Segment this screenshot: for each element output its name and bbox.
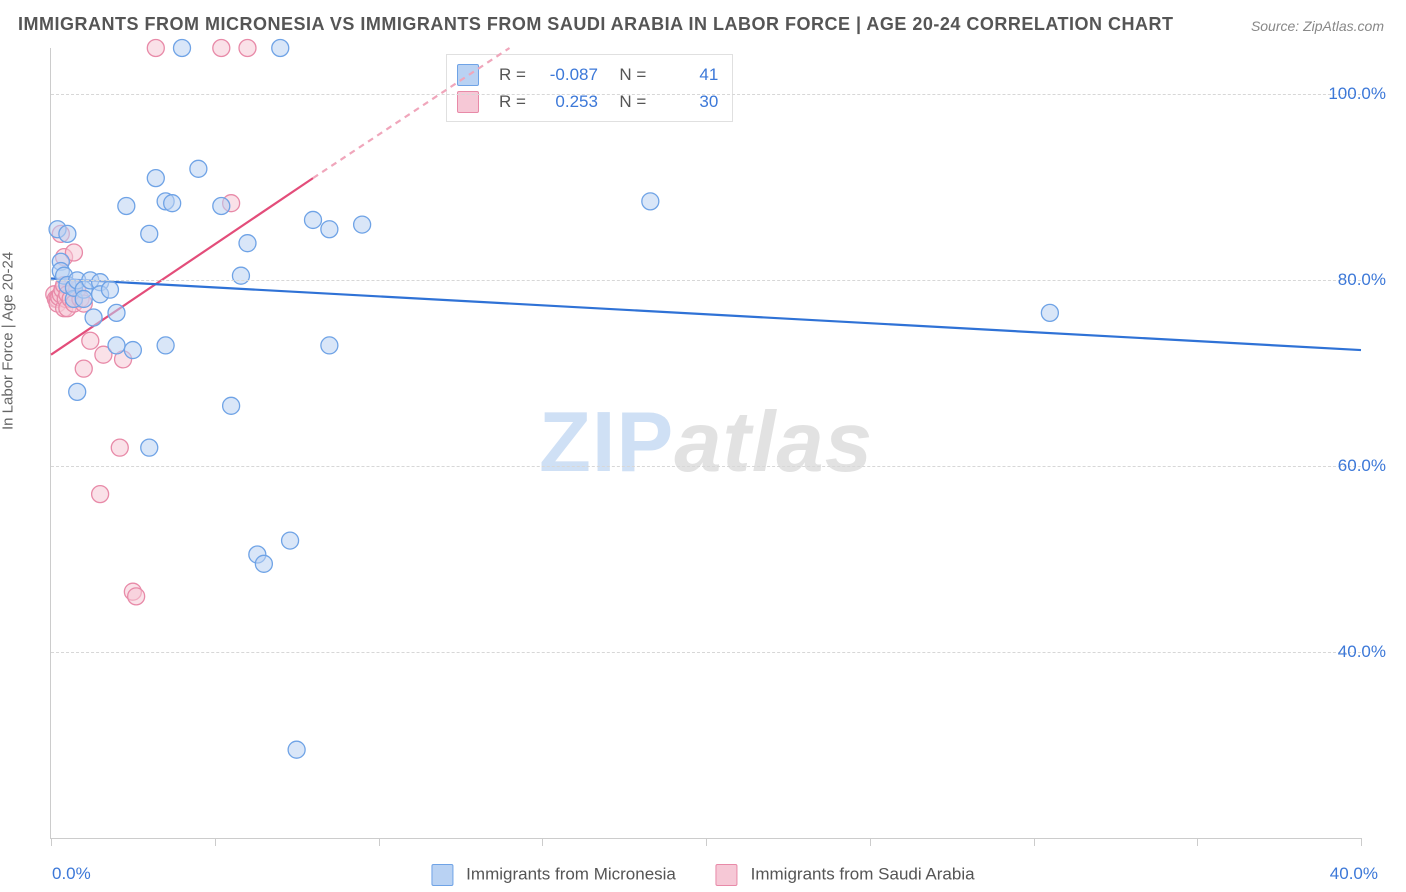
x-tick [1034, 838, 1035, 846]
x-tick [706, 838, 707, 846]
legend-swatch-2 [716, 864, 738, 886]
x-tick [1197, 838, 1198, 846]
plot-area: ZIPatlas R =-0.087 N =41 R =0.253 N =30 [50, 48, 1361, 839]
legend-label-2: Immigrants from Saudi Arabia [751, 864, 975, 883]
y-tick-label: 100.0% [1328, 84, 1386, 104]
y-tick-label: 60.0% [1338, 456, 1386, 476]
chart-svg [51, 48, 1361, 838]
x-tick [1361, 838, 1362, 846]
legend-item-2: Immigrants from Saudi Arabia [716, 864, 975, 886]
legend-bottom: Immigrants from Micronesia Immigrants fr… [431, 864, 974, 886]
legend-label-1: Immigrants from Micronesia [466, 864, 676, 883]
x-tick [542, 838, 543, 846]
gridline-h [51, 94, 1361, 95]
y-tick-label: 80.0% [1338, 270, 1386, 290]
y-tick-label: 40.0% [1338, 642, 1386, 662]
chart-title: IMMIGRANTS FROM MICRONESIA VS IMMIGRANTS… [18, 14, 1174, 35]
legend-item-1: Immigrants from Micronesia [431, 864, 675, 886]
gridline-h [51, 652, 1361, 653]
x-tick [870, 838, 871, 846]
y-axis-label: In Labor Force | Age 20-24 [0, 252, 17, 430]
x-tick [215, 838, 216, 846]
legend-swatch-1 [431, 864, 453, 886]
x-tick [51, 838, 52, 846]
gridline-h [51, 280, 1361, 281]
x-tick-label-left: 0.0% [52, 864, 91, 884]
x-tick [379, 838, 380, 846]
x-tick-label-right: 40.0% [1330, 864, 1378, 884]
source-label: Source: ZipAtlas.com [1251, 18, 1384, 34]
gridline-h [51, 466, 1361, 467]
